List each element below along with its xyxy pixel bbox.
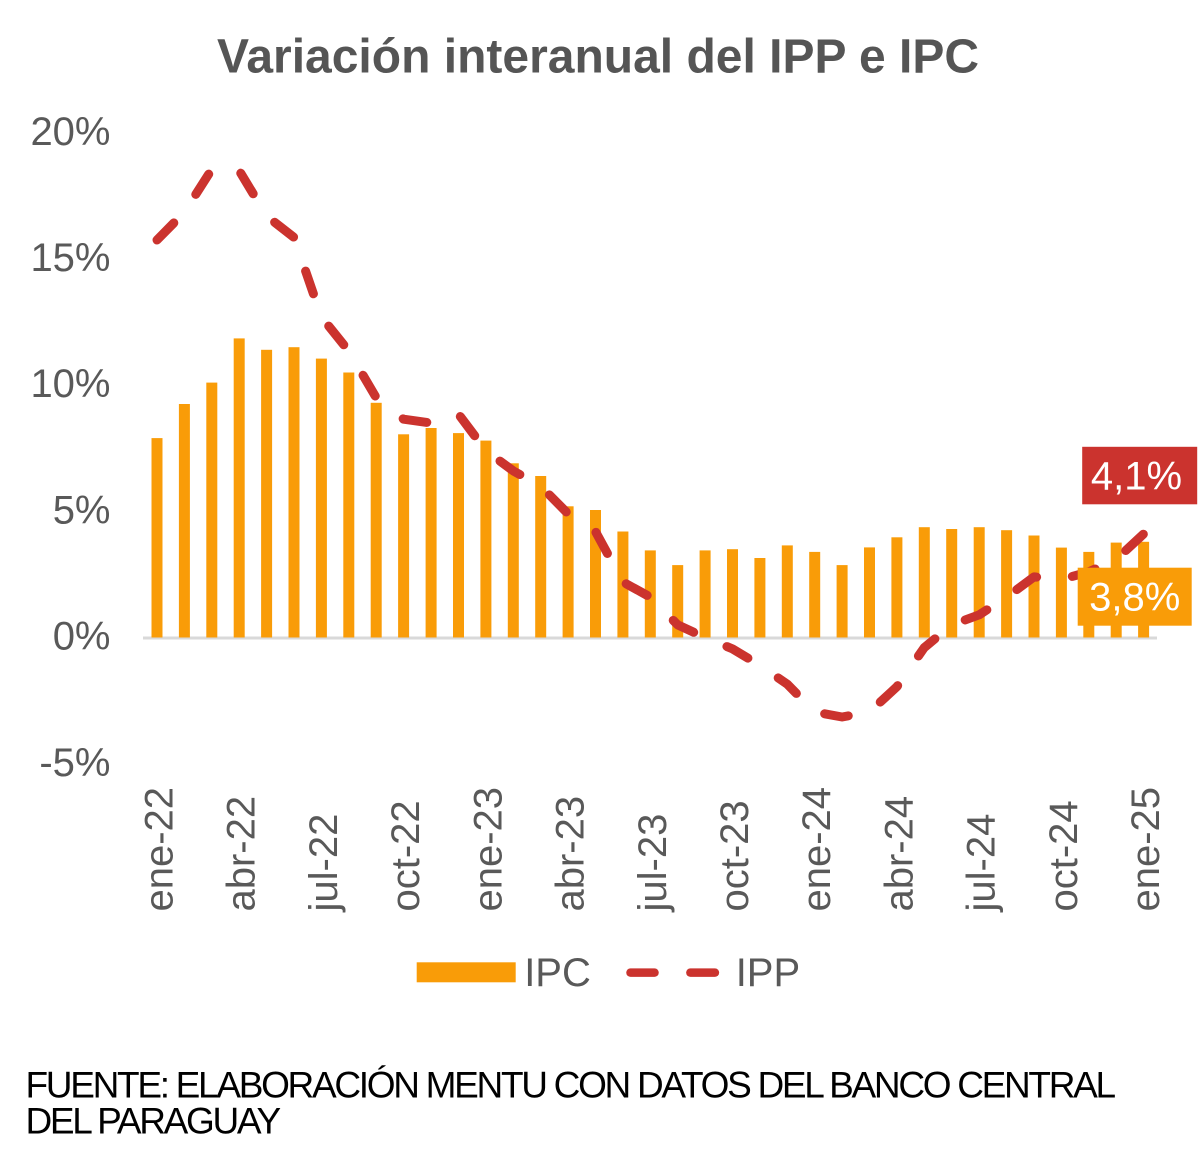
svg-text:IPP: IPP [736,951,800,995]
svg-text:FUENTE: ELABORACIÓN MENTU CON: FUENTE: ELABORACIÓN MENTU CON DATOS DEL … [26,1065,1116,1106]
svg-text:jul-22: jul-22 [302,814,346,913]
svg-text:IPC: IPC [524,951,591,995]
svg-text:20%: 20% [30,110,110,154]
svg-text:ene-22: ene-22 [138,787,182,912]
svg-text:15%: 15% [30,236,110,280]
svg-text:5%: 5% [53,488,111,532]
svg-text:ene-23: ene-23 [466,787,510,912]
svg-text:jul-24: jul-24 [960,814,1004,913]
svg-text:ene-24: ene-24 [795,787,839,912]
svg-text:ene-25: ene-25 [1124,787,1168,912]
svg-text:Variación interanual del IPP e: Variación interanual del IPP e IPC [217,31,979,84]
svg-text:oct-22: oct-22 [384,800,428,911]
svg-text:jul-23: jul-23 [631,814,675,913]
svg-text:abr-23: abr-23 [549,796,593,912]
svg-text:oct-24: oct-24 [1042,800,1086,911]
svg-text:abr-24: abr-24 [877,796,921,912]
svg-text:3,8%: 3,8% [1089,576,1180,620]
svg-text:0%: 0% [53,615,111,659]
svg-text:10%: 10% [30,362,110,406]
svg-text:-5%: -5% [39,741,110,785]
svg-text:4,1%: 4,1% [1091,455,1182,499]
svg-text:oct-23: oct-23 [713,800,757,911]
svg-text:DEL PARAGUAY: DEL PARAGUAY [26,1101,281,1142]
svg-text:abr-22: abr-22 [220,796,264,912]
